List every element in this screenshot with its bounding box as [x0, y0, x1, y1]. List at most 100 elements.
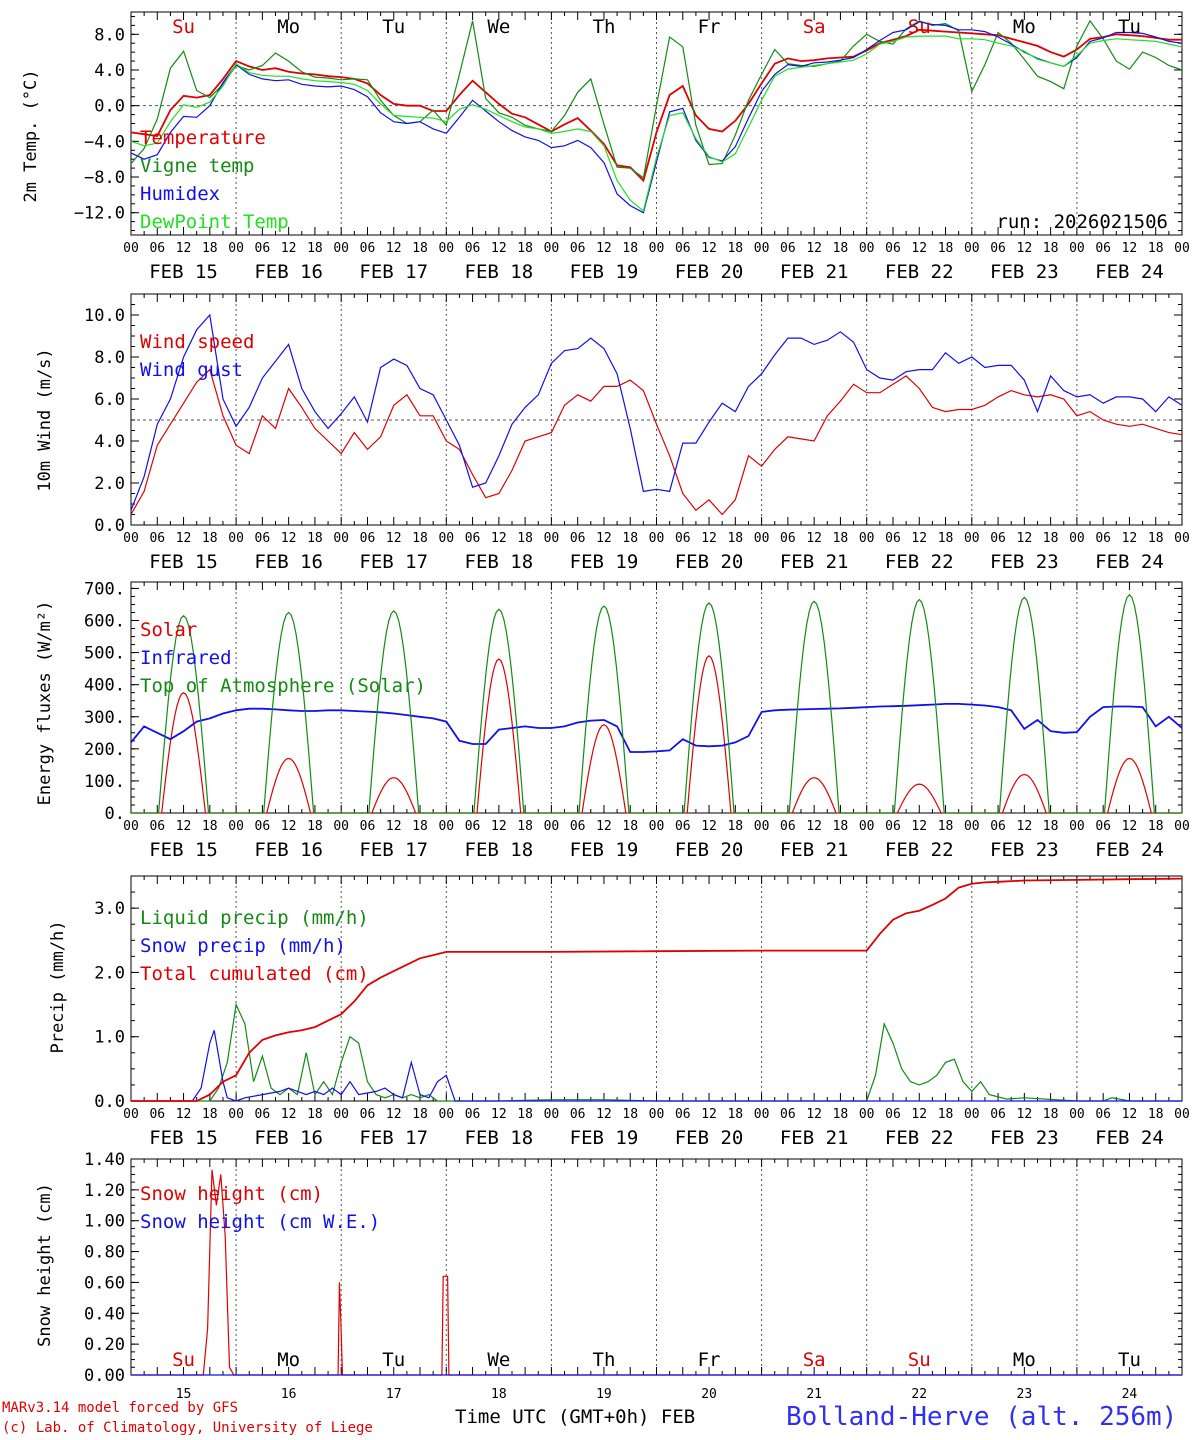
date-label: FEB 19 [570, 839, 639, 861]
date-label: FEB 15 [149, 1127, 218, 1149]
legend-snow-height-we: Snow height (cm W.E.) [140, 1211, 380, 1233]
run-label: run: 2026021506 [996, 211, 1168, 233]
hour-tick-label: 18 [1043, 241, 1059, 256]
hour-tick-label: 06 [465, 819, 481, 834]
hour-tick-label: 06 [255, 531, 271, 546]
day-of-week-label: Fr [698, 1349, 721, 1371]
hour-tick-label: 06 [885, 531, 901, 546]
hour-tick-label: 12 [1017, 531, 1033, 546]
hour-tick-label: 06 [780, 531, 796, 546]
legend-total-cumulated: Total cumulated (cm) [140, 963, 369, 985]
date-label: FEB 22 [885, 261, 954, 283]
credit-line-2: (c) Lab. of Climatology, University of L… [2, 1420, 373, 1436]
series-line-dewpoint-temp [130, 35, 1183, 212]
hour-tick-label: 00 [964, 531, 980, 546]
hour-tick-label: 00 [1069, 1107, 1085, 1122]
hour-tick-label: 18 [833, 819, 849, 834]
hour-tick-label: 12 [701, 241, 717, 256]
date-label: FEB 24 [1095, 261, 1164, 283]
hour-tick-label: 00 [1174, 531, 1190, 546]
day-of-week-label: Sa [803, 1349, 826, 1371]
day-of-week-label: We [487, 1349, 510, 1371]
hour-tick-label: 06 [465, 531, 481, 546]
date-label: FEB 17 [359, 839, 428, 861]
hour-tick-label: 18 [1148, 241, 1164, 256]
hour-tick-label: 18 [938, 241, 954, 256]
day-number-label: 19 [596, 1387, 612, 1402]
hour-tick-label: 12 [491, 531, 507, 546]
date-label: FEB 22 [885, 551, 954, 573]
day-of-week-label: Mo [277, 1349, 300, 1371]
hour-tick-label: 00 [649, 531, 665, 546]
hour-tick-label: 00 [964, 1107, 980, 1122]
date-label: FEB 16 [254, 551, 323, 573]
date-label: FEB 20 [675, 261, 744, 283]
hour-tick-label: 00 [964, 819, 980, 834]
hour-tick-label: 06 [360, 241, 376, 256]
y-tick-label: −4.0 [84, 132, 125, 152]
hour-tick-label: 12 [176, 1107, 192, 1122]
date-label: FEB 16 [254, 839, 323, 861]
day-of-week-label: Mo [277, 16, 300, 38]
hour-tick-label: 12 [806, 531, 822, 546]
series-line-top-of-atmosphere-solar- [131, 593, 1182, 814]
date-label: FEB 19 [570, 551, 639, 573]
hour-tick-label: 18 [202, 1107, 218, 1122]
hour-tick-label: 06 [360, 819, 376, 834]
legend-liquid-precip: Liquid precip (mm/h) [140, 907, 369, 929]
date-label: FEB 21 [780, 839, 849, 861]
y-tick-label: 0.60 [84, 1273, 125, 1293]
hour-tick-label: 06 [675, 1107, 691, 1122]
y-tick-label: 0. [105, 804, 125, 824]
y-tick-label: 2.0 [94, 963, 125, 983]
hour-tick-label: 12 [1017, 1107, 1033, 1122]
hour-tick-label: 12 [911, 1107, 927, 1122]
hour-tick-label: 12 [806, 241, 822, 256]
hour-tick-label: 00 [333, 819, 349, 834]
day-of-week-label: Th [593, 16, 616, 38]
hour-tick-label: 06 [255, 1107, 271, 1122]
y-tick-label: 1.00 [84, 1212, 125, 1232]
y-tick-label: −12.0 [74, 204, 125, 224]
hour-tick-label: 06 [675, 241, 691, 256]
series-line-liquid-precip-mm-h- [131, 1002, 1182, 1102]
hour-tick-label: 06 [780, 241, 796, 256]
y-tick-label: 0.20 [84, 1335, 125, 1355]
date-label: FEB 23 [990, 1127, 1059, 1149]
hour-tick-label: 12 [911, 241, 927, 256]
wind-ylabel: 10m Wind (m/s) [35, 348, 55, 491]
day-of-week-label: Tu [382, 16, 405, 38]
hour-tick-label: 06 [675, 819, 691, 834]
date-label: FEB 23 [990, 839, 1059, 861]
hour-tick-label: 06 [570, 1107, 586, 1122]
y-tick-label: 400. [84, 676, 125, 696]
date-label: FEB 23 [990, 551, 1059, 573]
y-tick-label: 300. [84, 708, 125, 728]
credit-line-1: MARv3.14 model forced by GFS [2, 1400, 239, 1416]
day-of-week-label: Mo [1013, 16, 1036, 38]
y-tick-label: 500. [84, 644, 125, 664]
hour-tick-label: 00 [228, 531, 244, 546]
hour-tick-label: 00 [438, 241, 454, 256]
hour-tick-label: 00 [1069, 819, 1085, 834]
hour-tick-label: 06 [360, 531, 376, 546]
hour-tick-label: 06 [885, 1107, 901, 1122]
snow-height-panel: 0.00 0.20 0.40 0.60 0.80 1.00 1.20 1.40 Snow he… [35, 1150, 1183, 1402]
hour-tick-label: 18 [412, 531, 428, 546]
hour-tick-label: 00 [228, 1107, 244, 1122]
date-label: FEB 18 [465, 261, 534, 283]
series-line-total-cumulated-cm- [131, 877, 1183, 1102]
y-tick-label: 8.0 [94, 348, 125, 368]
day-of-week-label: Fr [698, 16, 721, 38]
hour-tick-label: 18 [833, 531, 849, 546]
day-of-week-label: Su [172, 1349, 195, 1371]
hour-tick-label: 06 [360, 1107, 376, 1122]
snow-height-ylabel: Snow height (cm) [35, 1183, 55, 1347]
wind-panel: 0.0 2.0 4.0 6.0 8.0 10.0 00 06 12 18 00 06 12 18 00 06 1… [35, 293, 1190, 573]
hour-tick-label: 00 [333, 531, 349, 546]
hour-tick-label: 06 [149, 1107, 165, 1122]
day-number-label: 22 [911, 1387, 927, 1402]
date-label: FEB 18 [465, 839, 534, 861]
series-line-wind-speed [130, 368, 1183, 516]
date-label: FEB 19 [570, 1127, 639, 1149]
